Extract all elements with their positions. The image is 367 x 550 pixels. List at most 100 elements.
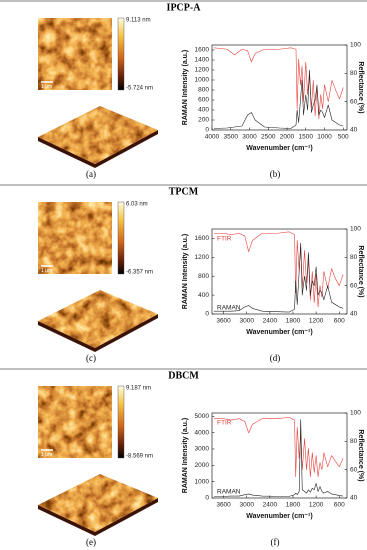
y-tick-label: 400 [198,292,209,299]
y2-tick-label: 40 [350,311,358,318]
y-tick-label: 1200 [195,254,210,261]
y2-axis-label: Reflectance (%) [357,61,364,113]
y-tick-label: 0 [205,495,209,502]
panel-label: (a) [86,169,96,179]
series-line [213,69,344,129]
x-tick-label: 1800 [286,502,301,509]
y2-axis-label: Reflectance (%) [357,429,364,481]
y2-tick-label: 80 [350,70,358,77]
afm-3d-surface [38,474,158,532]
panel-label: (f) [271,537,280,547]
x-tick-label: 3600 [216,318,231,325]
afm-colorbar [117,201,125,275]
x-tick-label: 2400 [263,318,278,325]
x-axis-label: Wavenumber (cm⁻¹) [246,145,312,152]
y2-tick-label: 100 [350,410,361,417]
series-line [213,47,344,119]
y-axis-label: RAMAN Intensity (a.u.) [182,418,189,493]
legend-label: RAMAN [217,489,241,496]
x-tick-label: 1800 [286,318,301,325]
afm-colorbar [117,385,125,459]
panel-label: (c) [86,353,96,363]
y-tick-label: 400 [198,107,209,114]
afm-min-label: -5.724 nm [126,86,153,92]
afm-colorbar [117,17,125,91]
y-tick-label: 1600 [195,235,210,242]
y-tick-label: 0 [205,311,209,318]
afm-max-label: 9.113 nm [126,18,151,24]
x-tick-label: 1200 [309,502,324,509]
x-tick-label: 2000 [280,134,295,141]
y-tick-label: 800 [198,273,209,280]
y-axis-label: RAMAN Intensity (a.u.) [182,234,189,309]
series-line [213,419,344,497]
y2-tick-label: 40 [350,495,358,502]
x-tick-label: 3000 [239,502,254,509]
plot-frame [211,412,348,499]
scale-label: 1 μm [41,452,52,458]
x-tick-label: 1500 [299,134,314,141]
y2-tick-label: 100 [350,42,361,49]
scale-label: 1 μm [41,84,52,90]
afm-max-label: 9.187 nm [126,386,151,392]
series-line [213,242,344,313]
y2-tick-label: 60 [350,282,358,289]
section-title: TPCM [169,186,199,197]
afm-3d-surface [38,106,158,164]
afm-min-label: -6.357 nm [126,270,153,276]
x-tick-label: 500 [338,134,349,141]
legend-label: FTIR [217,236,232,243]
scale-label: 1 μm [41,268,52,274]
x-tick-label: 600 [334,318,345,325]
afm-image [38,386,112,458]
y-tick-label: 1000 [195,77,210,84]
x-tick-label: 3000 [242,134,257,141]
section-title: DBCM [168,370,199,381]
afm-image [38,202,112,274]
x-tick-label: 2400 [263,502,278,509]
afm-image [38,18,112,90]
y-tick-label: 800 [198,87,209,94]
y-axis-label: RAMAN Intensity (a.u.) [182,50,189,125]
y-tick-label: 2000 [195,462,210,469]
y-tick-label: 1200 [195,67,210,74]
y-tick-label: 0 [205,127,209,134]
afm-3d-side [38,498,158,536]
legend-label: RAMAN [217,305,241,312]
series-line [213,416,344,478]
y2-tick-label: 80 [350,254,358,261]
x-tick-label: 3500 [224,134,239,141]
y-tick-label: 1600 [195,47,210,54]
y-tick-label: 5000 [195,413,210,420]
x-tick-label: 1200 [309,318,324,325]
y-tick-label: 1000 [195,478,210,485]
panel-label: (d) [270,353,281,363]
y-tick-label: 3000 [195,446,210,453]
legend-label: FTIR [217,420,232,427]
x-tick-label: 4000 [205,134,220,141]
y2-tick-label: 60 [350,98,358,105]
x-tick-label: 2500 [261,134,276,141]
afm-3d-side [38,130,158,168]
afm-max-label: 6.03 nm [126,202,148,208]
afm-min-label: -8.569 nm [126,454,153,460]
y-tick-label: 200 [198,117,209,124]
x-axis-label: Wavenumber (cm⁻¹) [246,329,312,336]
y2-tick-label: 40 [350,127,358,134]
x-tick-label: 3000 [239,318,254,325]
y-tick-label: 600 [198,97,209,104]
y2-tick-label: 60 [350,466,358,473]
x-tick-label: 3600 [216,502,231,509]
y-tick-label: 4000 [195,429,210,436]
afm-3d-surface [38,290,158,348]
x-tick-label: 600 [334,502,345,509]
y2-tick-label: 80 [350,438,358,445]
panel-label: (b) [270,169,281,179]
y2-tick-label: 100 [350,226,361,233]
section-title: IPCP-A [167,2,202,13]
x-tick-label: 1000 [317,134,332,141]
afm-3d-side [38,314,158,352]
panel-label: (e) [86,537,96,547]
plot-frame [211,228,348,315]
